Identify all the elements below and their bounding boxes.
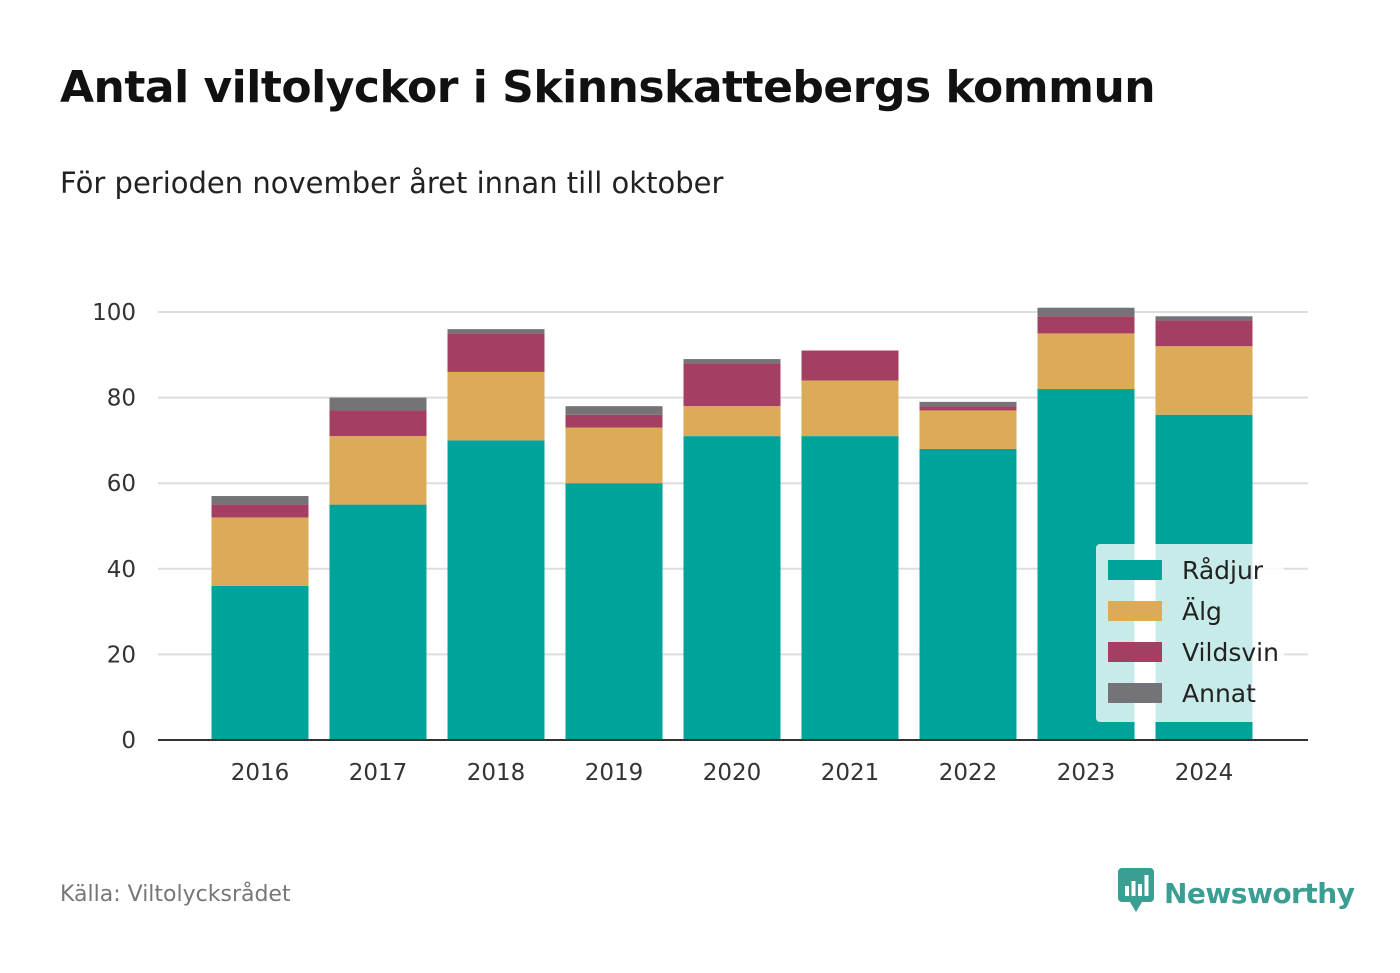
bar-segment-annat-2022 xyxy=(919,401,1017,407)
x-tick-label: 2022 xyxy=(939,760,998,786)
legend-label: Älg xyxy=(1182,597,1222,626)
x-tick-label: 2021 xyxy=(821,760,880,786)
legend-swatch xyxy=(1108,642,1162,662)
brand: Newsworthy xyxy=(1118,868,1355,918)
x-tick-label: 2016 xyxy=(231,760,290,786)
chart-subtitle: För perioden november året innan till ok… xyxy=(60,166,724,200)
y-tick-label: 80 xyxy=(107,386,136,412)
bar-segment-älg-2018 xyxy=(447,371,545,441)
legend: Rådjur Älg Vildsvin Annat xyxy=(1096,544,1284,722)
bar-segment-älg-2019 xyxy=(565,427,663,484)
bar-segment-vildsvin-2017 xyxy=(329,410,427,437)
bar-segment-älg-2023 xyxy=(1037,333,1135,390)
bar-segment-rådjur-2019 xyxy=(565,483,663,740)
bar-segment-vildsvin-2024 xyxy=(1155,320,1253,347)
legend-swatch xyxy=(1108,560,1162,580)
bar-segment-rådjur-2017 xyxy=(329,504,427,740)
y-tick-label: 20 xyxy=(107,642,136,668)
chart-title: Antal viltolyckor i Skinnskattebergs kom… xyxy=(60,62,1156,113)
y-axis: 0 20 40 60 80 100 xyxy=(92,300,136,754)
brand-name: Newsworthy xyxy=(1164,876,1355,910)
bar-segment-älg-2017 xyxy=(329,436,427,505)
y-tick-label: 60 xyxy=(107,471,136,497)
bar-segment-älg-2022 xyxy=(919,410,1017,449)
bar-segment-rådjur-2022 xyxy=(919,448,1017,740)
y-tick-label: 40 xyxy=(107,557,136,583)
y-tick-label: 100 xyxy=(92,300,136,326)
bar-segment-vildsvin-2023 xyxy=(1037,316,1135,334)
x-tick-label: 2020 xyxy=(703,760,762,786)
x-tick-label: 2017 xyxy=(349,760,408,786)
bar-segment-älg-2024 xyxy=(1155,346,1253,415)
legend-label: Vildsvin xyxy=(1182,638,1279,667)
legend-swatch xyxy=(1108,601,1162,621)
bar-segment-rådjur-2018 xyxy=(447,440,545,740)
x-tick-label: 2023 xyxy=(1057,760,1116,786)
legend-box xyxy=(1096,544,1284,722)
bar-segment-vildsvin-2022 xyxy=(919,406,1017,411)
bar-segment-annat-2016 xyxy=(211,496,309,505)
x-tick-label: 2018 xyxy=(467,760,526,786)
bar-segment-annat-2023 xyxy=(1037,307,1135,317)
source-note: Källa: Viltolycksrådet xyxy=(60,882,291,907)
bar-segment-annat-2018 xyxy=(447,329,545,334)
legend-label: Rådjur xyxy=(1182,556,1264,585)
bar-segment-vildsvin-2016 xyxy=(211,504,309,518)
bar-segment-annat-2019 xyxy=(565,406,663,415)
bar-segment-rådjur-2020 xyxy=(683,436,781,740)
bar-segment-rådjur-2021 xyxy=(801,436,899,740)
legend-label: Annat xyxy=(1182,679,1256,708)
x-axis: 2016 2017 2018 2019 2020 2021 2022 2023 2024 xyxy=(158,739,1308,786)
bar-segment-älg-2020 xyxy=(683,406,781,437)
x-tick-label: 2024 xyxy=(1175,760,1234,786)
bar-segment-vildsvin-2018 xyxy=(447,333,545,372)
bar-segment-älg-2021 xyxy=(801,380,899,437)
bar-segment-annat-2020 xyxy=(683,359,781,364)
bar-segment-vildsvin-2020 xyxy=(683,363,781,407)
bar-segment-annat-2017 xyxy=(329,397,427,411)
x-tick-label: 2019 xyxy=(585,760,644,786)
newsworthy-logo-icon xyxy=(1118,868,1154,918)
bar-segment-vildsvin-2021 xyxy=(801,350,899,381)
bar-segment-vildsvin-2019 xyxy=(565,414,663,428)
legend-swatch xyxy=(1108,683,1162,703)
bar-segment-annat-2024 xyxy=(1155,316,1253,321)
bar-segment-älg-2016 xyxy=(211,517,309,586)
y-tick-label: 0 xyxy=(121,728,136,754)
bar-segment-rådjur-2016 xyxy=(211,585,309,740)
